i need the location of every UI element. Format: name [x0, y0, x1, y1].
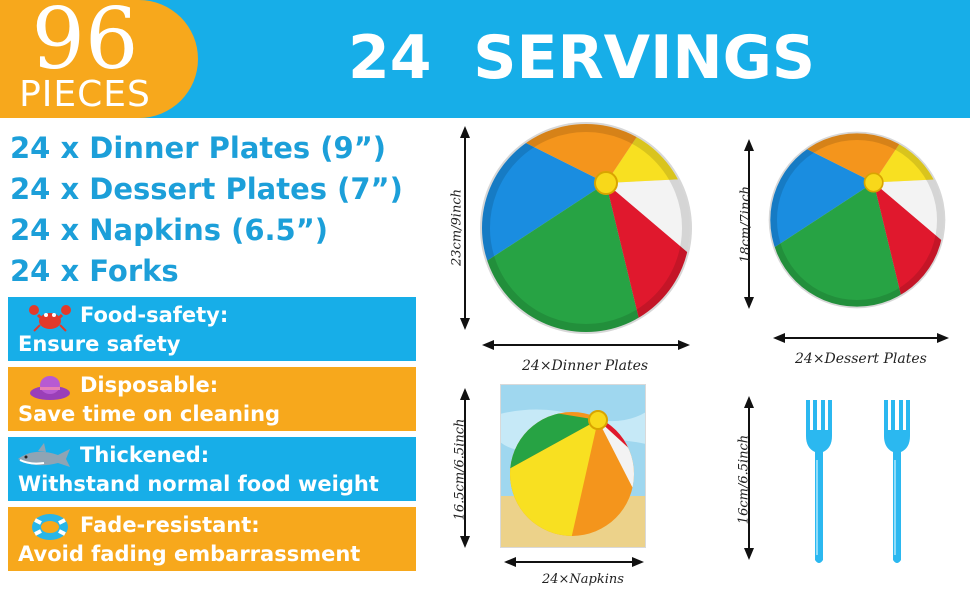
feature-thickened: Thickened: Withstand normal food weight	[8, 437, 416, 501]
feature-title: Food-safety:	[80, 303, 229, 327]
list-item: 24 x Forks	[10, 254, 179, 288]
feature-description: Save time on cleaning	[18, 402, 281, 426]
feature-description: Ensure safety	[18, 332, 181, 356]
dinner-plate-size: 23cm/9inch	[449, 189, 465, 266]
dinner-plate-panel: 23cm/9inch 24×Dinner Plates	[440, 120, 700, 380]
dimension-arrows	[744, 396, 754, 560]
dessert-plate-size: 18cm/7inch	[738, 186, 754, 263]
sun-hat-icon	[30, 376, 70, 400]
fork-size: 16cm/6.5inch	[736, 434, 752, 525]
pieces-badge: 96 PIECES	[0, 0, 198, 118]
fork-image	[806, 400, 832, 563]
list-item: 24 x Dinner Plates (9”)	[10, 131, 387, 165]
shark-icon	[18, 443, 70, 467]
item-list: 24 x Dinner Plates (9”) 24 x Dessert Pla…	[10, 128, 403, 292]
napkin-panel: 16.5cm/6.5inch 24×Napkins	[440, 382, 700, 597]
fork-panel: 16cm/6.5inch	[715, 392, 965, 597]
header-banner: 96 PIECES 24 SERVINGS	[0, 0, 970, 118]
servings-title: 24 SERVINGS	[348, 23, 816, 93]
crab-icon	[29, 305, 71, 332]
dimension-arrows	[744, 139, 949, 343]
feature-title: Disposable:	[80, 373, 219, 397]
dessert-plate-image	[768, 131, 946, 309]
feature-description: Avoid fading embarrassment	[18, 542, 361, 566]
pieces-label: PIECES	[19, 74, 151, 115]
list-item: 24 x Dessert Plates (7”)	[10, 172, 403, 206]
feature-food-safety: Food-safety: Ensure safety	[8, 297, 416, 361]
pieces-count: 96	[31, 0, 139, 88]
swim-ring-icon	[32, 514, 68, 540]
list-item: 24 x Napkins (6.5”)	[10, 213, 329, 247]
dinner-plate-caption: 24×Dinner Plates	[522, 358, 649, 374]
dessert-plate-panel: 18cm/7inch 24×Dessert Plates	[715, 125, 965, 375]
napkin-caption: 24×Napkins	[542, 572, 624, 587]
napkin-image	[500, 384, 646, 548]
dinner-plate-image	[480, 122, 692, 334]
dimension-arrows	[460, 126, 690, 350]
feature-title: Fade-resistant:	[80, 513, 260, 537]
feature-description: Withstand normal food weight	[18, 472, 379, 496]
feature-disposable: Disposable: Save time on cleaning	[8, 367, 416, 431]
napkin-size: 16.5cm/6.5inch	[452, 418, 468, 521]
dessert-plate-caption: 24×Dessert Plates	[795, 351, 927, 367]
feature-title: Thickened:	[80, 443, 210, 467]
feature-fade-resistant: Fade-resistant: Avoid fading embarrassme…	[8, 507, 416, 571]
dimension-arrows	[460, 388, 644, 567]
fork-image	[884, 400, 910, 563]
